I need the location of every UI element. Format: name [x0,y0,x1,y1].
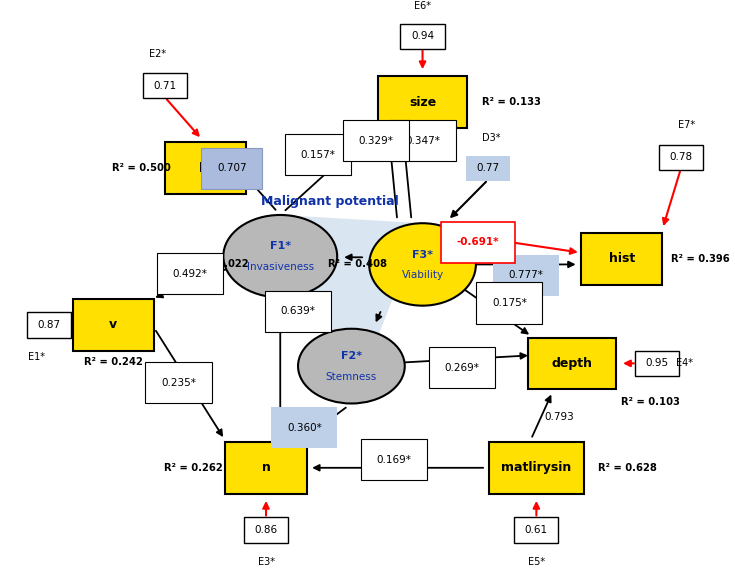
Text: E6*: E6* [414,1,431,11]
Text: 0.71: 0.71 [154,81,176,91]
Text: 0.707: 0.707 [217,163,247,173]
Text: E3*: E3* [257,557,274,567]
Text: Invasiveness: Invasiveness [247,262,314,272]
Text: 0.269*: 0.269* [444,363,479,373]
FancyBboxPatch shape [581,233,662,285]
Text: n: n [262,461,270,474]
FancyBboxPatch shape [489,442,584,494]
Text: Viability: Viability [401,270,444,280]
Text: D3*: D3* [482,133,501,143]
Text: 0.95: 0.95 [646,359,669,368]
Text: R² = 0.022: R² = 0.022 [190,259,249,270]
Text: 0.94: 0.94 [411,31,434,42]
Text: 0.78: 0.78 [670,152,692,162]
FancyBboxPatch shape [659,145,703,170]
Polygon shape [280,215,423,404]
FancyBboxPatch shape [27,312,71,337]
Text: E7*: E7* [678,120,695,131]
Text: E4*: E4* [676,359,693,368]
FancyBboxPatch shape [165,142,246,194]
Text: 0.87: 0.87 [37,320,60,330]
Text: 0.639*: 0.639* [281,306,315,316]
Text: R² = 0.242: R² = 0.242 [84,357,143,367]
Ellipse shape [298,329,405,404]
Text: 0.360*: 0.360* [287,423,322,433]
Text: 0.235*: 0.235* [161,377,196,388]
FancyBboxPatch shape [466,156,510,181]
Text: 0.157*: 0.157* [301,149,335,160]
Text: matlirysin: matlirysin [501,461,572,474]
Text: R² = 0.500: R² = 0.500 [112,163,171,173]
Text: E5*: E5* [528,557,545,567]
FancyBboxPatch shape [635,351,679,376]
FancyBboxPatch shape [401,24,445,49]
Text: R² = 0.408: R² = 0.408 [328,259,387,270]
FancyBboxPatch shape [379,76,467,128]
Text: 0.61: 0.61 [525,525,548,535]
Text: E1*: E1* [28,352,45,362]
Text: R² = 0.396: R² = 0.396 [670,254,729,264]
Text: 0.175*: 0.175* [492,298,527,308]
Text: F1*: F1* [270,241,291,251]
Text: 0.77: 0.77 [476,163,500,173]
FancyBboxPatch shape [514,517,559,543]
Text: 0.777*: 0.777* [509,270,543,280]
Text: F2*: F2* [341,351,362,361]
Text: R² = 0.262: R² = 0.262 [164,463,223,473]
Text: 0.492*: 0.492* [173,269,207,279]
Text: 0.329*: 0.329* [358,136,393,146]
Text: R² = 0.103: R² = 0.103 [621,397,680,407]
Text: R² = 0.628: R² = 0.628 [598,463,657,473]
Text: 0.86: 0.86 [254,525,278,535]
Text: 0.793: 0.793 [544,412,574,422]
Text: E2*: E2* [149,49,166,59]
Ellipse shape [369,223,476,306]
Ellipse shape [223,215,337,298]
Text: 0.347*: 0.347* [406,136,441,146]
Text: depth: depth [551,357,592,370]
FancyBboxPatch shape [226,442,306,494]
Text: ly: ly [199,162,212,175]
Text: -0.691*: -0.691* [456,238,499,247]
Text: R² = 0.133: R² = 0.133 [482,97,541,107]
Text: Stemness: Stemness [326,372,377,382]
Text: size: size [409,96,436,109]
FancyBboxPatch shape [73,299,154,351]
Text: Malignant potential: Malignant potential [261,195,399,207]
FancyBboxPatch shape [244,517,288,543]
FancyBboxPatch shape [528,337,616,389]
FancyBboxPatch shape [143,73,187,99]
Text: 0.169*: 0.169* [376,454,412,465]
Text: F3*: F3* [412,250,433,259]
Text: v: v [109,319,117,331]
Text: hist: hist [609,253,635,266]
